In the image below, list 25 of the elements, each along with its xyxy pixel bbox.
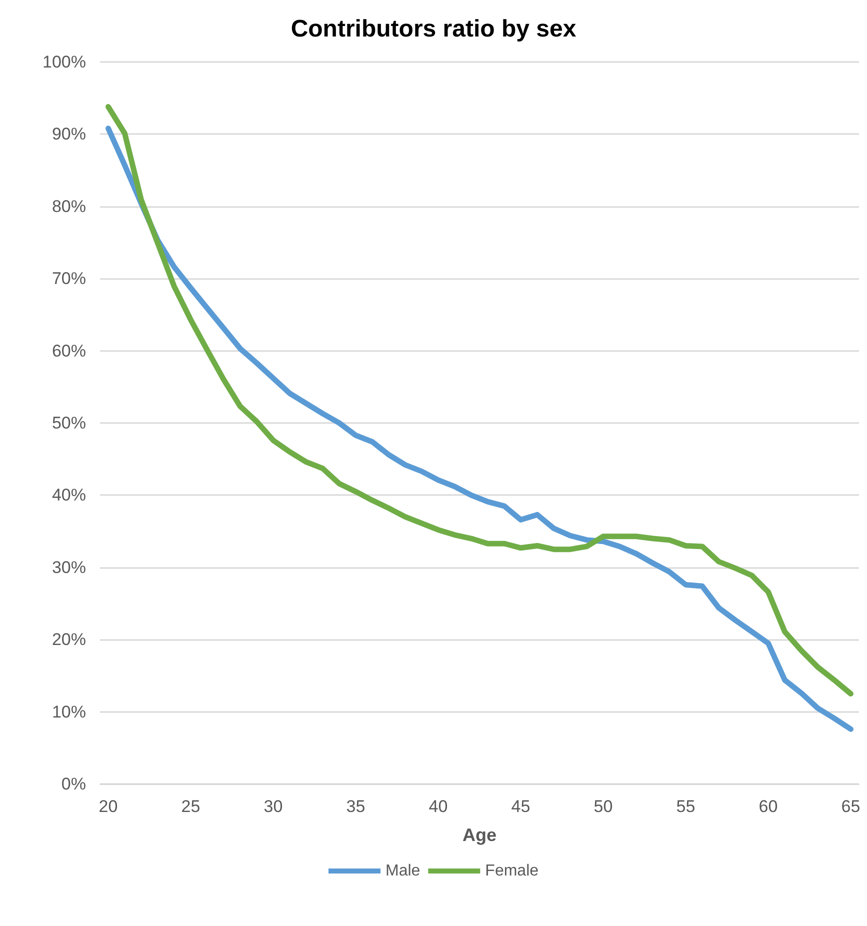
x-tick-label: 55: [676, 797, 696, 816]
legend-label: Female: [485, 862, 539, 880]
x-tick-label: 35: [346, 797, 366, 816]
y-tick-label: 50%: [52, 414, 86, 432]
x-tick-label: 20: [98, 797, 118, 816]
y-tick-label: 0%: [61, 774, 86, 794]
x-tick-label: 40: [428, 797, 448, 816]
x-tick-label: 30: [264, 797, 283, 816]
x-tick-label: 60: [758, 797, 778, 816]
y-tick-label: 70%: [52, 269, 86, 288]
x-axis-title: Age: [462, 825, 497, 845]
x-tick-label: 50: [594, 797, 613, 816]
y-tick-label: 90%: [52, 124, 86, 144]
y-tick-label: 10%: [52, 702, 86, 722]
y-tick-label: 100%: [42, 52, 86, 72]
y-tick-label: 40%: [52, 486, 86, 505]
x-tick-label: 45: [511, 797, 530, 816]
legend-label: Male: [385, 862, 420, 880]
y-tick-label: 20%: [52, 630, 86, 650]
y-tick-label: 80%: [52, 196, 86, 216]
y-tick-label: 30%: [52, 558, 86, 577]
chart-title: Contributors ratio by sex: [290, 16, 577, 42]
x-tick-label: 25: [181, 797, 200, 816]
x-tick-label: 65: [841, 797, 860, 816]
y-tick-label: 60%: [52, 341, 86, 360]
